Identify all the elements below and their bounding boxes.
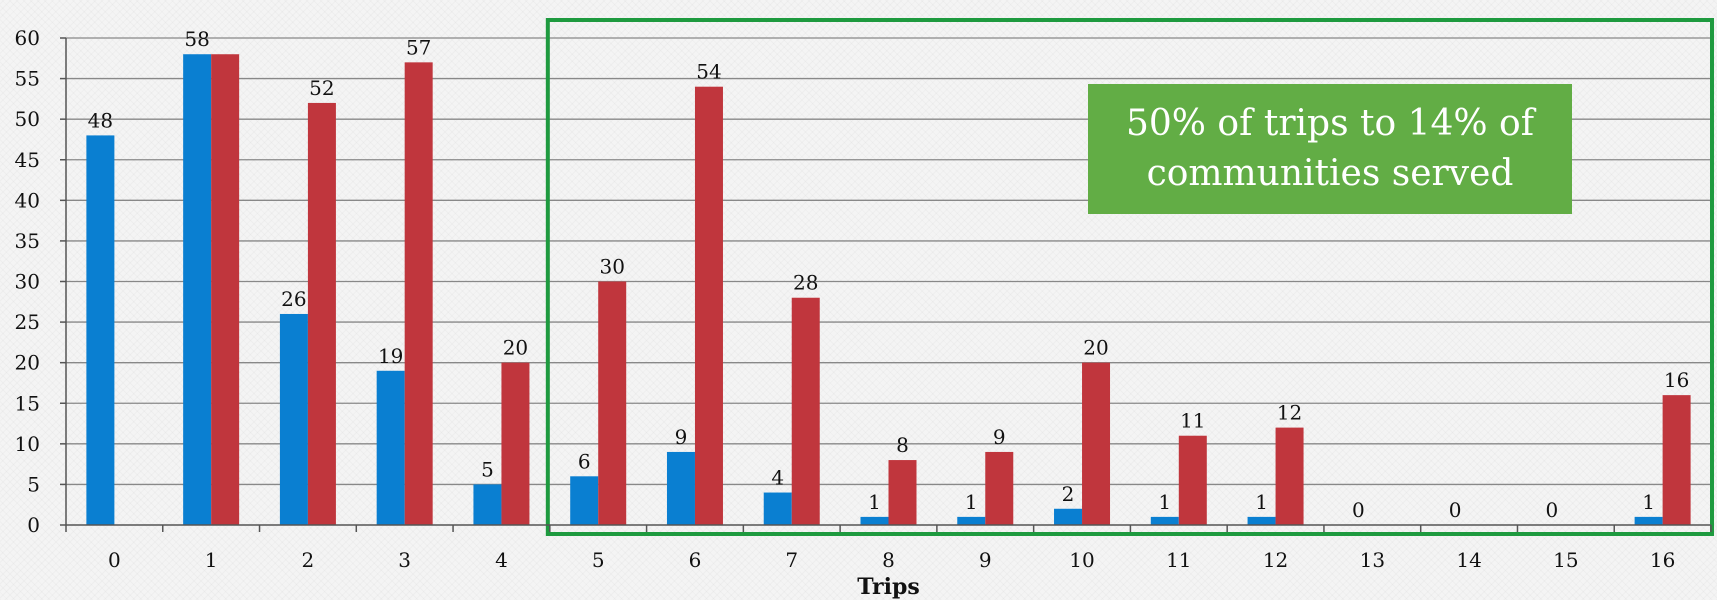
x-tick-label: 4 xyxy=(495,548,508,572)
y-tick-label: 40 xyxy=(15,188,40,212)
annotation-text: 50% of trips to 14% of communities serve… xyxy=(1125,103,1535,194)
y-tick-label: 50 xyxy=(15,107,40,131)
bar-series-2 xyxy=(1275,427,1304,525)
y-tick-label: 10 xyxy=(15,432,40,456)
data-label: 16 xyxy=(1664,368,1689,392)
data-label: 54 xyxy=(696,60,721,84)
x-tick-label: 16 xyxy=(1650,548,1675,572)
bar-series-1 xyxy=(1634,516,1663,525)
data-label: 52 xyxy=(309,76,334,100)
bar-series-2 xyxy=(404,62,433,525)
data-label: 9 xyxy=(993,425,1006,449)
bar-series-2 xyxy=(598,281,627,525)
bar-series-1 xyxy=(957,516,986,525)
data-label: 20 xyxy=(503,336,528,360)
x-tick-label: 11 xyxy=(1166,548,1191,572)
bar-series-1 xyxy=(473,484,502,525)
bars xyxy=(86,54,1691,525)
x-tick-label: 0 xyxy=(108,548,121,572)
bar-series-1 xyxy=(570,476,599,525)
bar-series-1 xyxy=(860,516,889,525)
bar-series-2 xyxy=(1178,435,1207,525)
data-label: 1 xyxy=(1255,490,1268,514)
y-tick-label: 5 xyxy=(27,472,40,496)
y-tick-label: 0 xyxy=(27,513,40,537)
data-label: 0 xyxy=(1449,498,1462,522)
x-axis-tick-labels: 0 1 2 3 4 5 6 7 8 9 10 11 12 13 14 15 16 xyxy=(108,548,1675,572)
x-tick-label: 15 xyxy=(1553,548,1578,572)
y-tick-label: 15 xyxy=(15,391,40,415)
y-tick-label: 45 xyxy=(15,148,40,172)
bar-series-2 xyxy=(1662,395,1691,525)
bar-series-1 xyxy=(86,135,115,525)
x-tick-label: 10 xyxy=(1069,548,1094,572)
data-label: 1 xyxy=(1642,490,1655,514)
bar-series-2 xyxy=(307,102,336,525)
bar-series-2 xyxy=(211,54,240,525)
data-label: 1 xyxy=(1158,490,1171,514)
data-label: 20 xyxy=(1083,336,1108,360)
data-label: 11 xyxy=(1180,409,1205,433)
x-tick-label: 13 xyxy=(1360,548,1385,572)
x-tick-label: 2 xyxy=(302,548,315,572)
bar-series-2 xyxy=(501,362,530,525)
bar-series-2 xyxy=(985,451,1014,525)
bar-series-1 xyxy=(1054,508,1083,525)
data-label: 4 xyxy=(771,466,784,490)
data-label: 0 xyxy=(1545,498,1558,522)
bar-series-1 xyxy=(1247,516,1276,525)
bar-series-1 xyxy=(376,370,405,525)
x-tick-label: 5 xyxy=(592,548,605,572)
data-label: 8 xyxy=(896,433,909,457)
bar-series-1 xyxy=(1150,516,1179,525)
x-tick-label: 3 xyxy=(398,548,411,572)
annotation-callout: 50% of trips to 14% of communities serve… xyxy=(1088,84,1572,214)
y-tick-label: 20 xyxy=(15,351,40,375)
bar-series-2 xyxy=(1082,362,1111,525)
data-label: 19 xyxy=(378,344,403,368)
y-tick-label: 55 xyxy=(15,67,40,91)
data-label: 9 xyxy=(675,425,688,449)
x-tick-label: 1 xyxy=(205,548,218,572)
data-label: 6 xyxy=(578,449,591,473)
bar-series-2 xyxy=(694,86,723,525)
x-tick-label: 9 xyxy=(979,548,992,572)
highlight-rectangle xyxy=(545,18,1715,536)
axes xyxy=(60,37,1712,532)
x-tick-label: 6 xyxy=(689,548,702,572)
data-label: 58 xyxy=(184,27,209,51)
data-label: 2 xyxy=(1062,482,1075,506)
bar-series-1 xyxy=(666,451,695,525)
data-label: 57 xyxy=(406,35,431,59)
y-axis-tick-labels: 0 5 10 15 20 25 30 35 40 45 50 55 60 xyxy=(15,26,40,537)
x-axis-title: Trips xyxy=(857,574,920,600)
bar-series-2 xyxy=(888,460,917,525)
highlight-box xyxy=(545,18,1715,536)
data-label: 1 xyxy=(868,490,881,514)
x-tick-label: 14 xyxy=(1456,548,1481,572)
bar-series-1 xyxy=(183,54,212,525)
y-tick-label: 35 xyxy=(15,229,40,253)
data-label: 1 xyxy=(965,490,978,514)
data-label: 0 xyxy=(1352,498,1365,522)
data-label: 28 xyxy=(793,271,818,295)
y-tick-label: 60 xyxy=(15,26,40,50)
y-tick-label: 25 xyxy=(15,310,40,334)
bar-series-2 xyxy=(791,297,820,525)
data-label: 48 xyxy=(88,108,113,132)
x-tick-label: 7 xyxy=(785,548,798,572)
data-label: 26 xyxy=(281,287,306,311)
x-tick-label: 12 xyxy=(1263,548,1288,572)
bar-series-1 xyxy=(279,313,308,525)
bar-series-1 xyxy=(763,492,792,525)
y-tick-label: 30 xyxy=(15,270,40,294)
data-label: 12 xyxy=(1277,401,1302,425)
data-label: 5 xyxy=(481,457,494,481)
data-label: 30 xyxy=(599,255,624,279)
x-tick-label: 8 xyxy=(882,548,895,572)
